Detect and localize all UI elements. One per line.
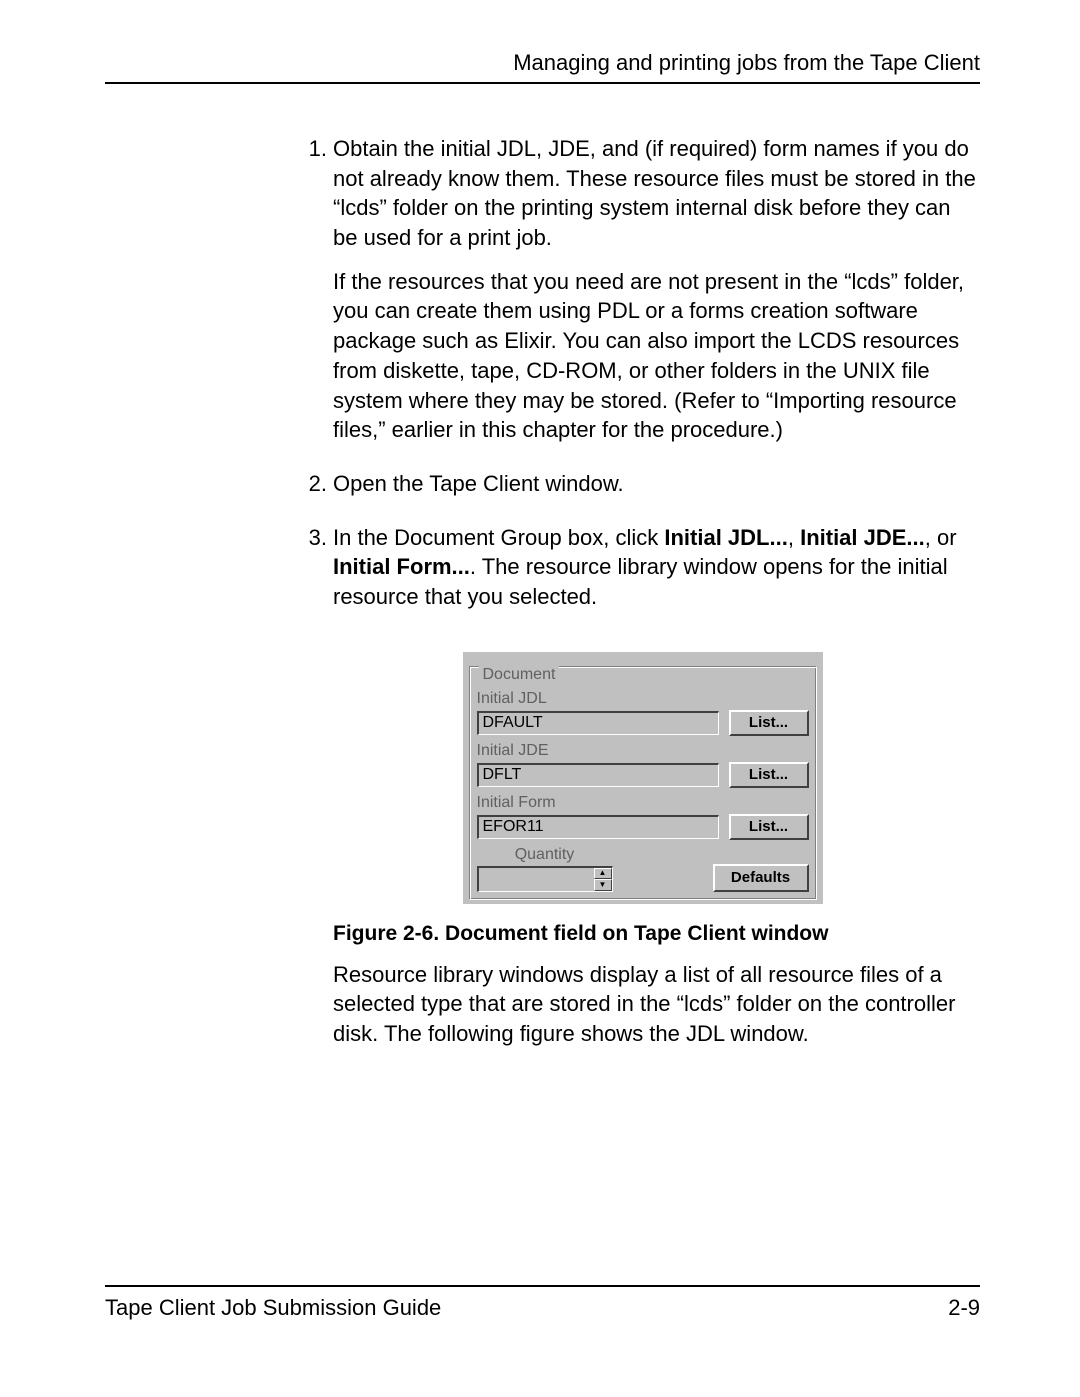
step-1-para-2: If the resources that you need are not p… xyxy=(333,267,980,445)
step-2-para: Open the Tape Client window. xyxy=(333,469,980,499)
defaults-button[interactable]: Defaults xyxy=(713,864,809,892)
step-1-number: 1. xyxy=(305,134,333,457)
initial-jdl-input[interactable]: DFAULT xyxy=(477,711,719,735)
initial-jdl-label: Initial JDL xyxy=(477,690,809,708)
step-3-sep1: , xyxy=(788,525,800,550)
step-3-para: In the Document Group box, click Initial… xyxy=(333,523,980,612)
initial-jdl-list-button[interactable]: List... xyxy=(729,710,809,736)
page-header-title: Managing and printing jobs from the Tape… xyxy=(105,50,980,76)
initial-jde-input[interactable]: DFLT xyxy=(477,763,719,787)
quantity-label: Quantity xyxy=(477,846,613,864)
initial-form-input[interactable]: EFOR11 xyxy=(477,815,719,839)
step-2-number: 2. xyxy=(305,469,333,511)
footer-page-number: 2-9 xyxy=(948,1295,980,1321)
initial-jde-list-button[interactable]: List... xyxy=(729,762,809,788)
quantity-stepper[interactable]: ▲ ▼ xyxy=(477,866,613,892)
step-3-bold-jde: Initial JDE... xyxy=(800,525,925,550)
figure-following-text: Resource library windows display a list … xyxy=(333,960,980,1049)
document-group-title: Document xyxy=(479,666,560,684)
step-3-bold-form: Initial Form... xyxy=(333,554,470,579)
step-3-bold-jdl: Initial JDL... xyxy=(664,525,787,550)
initial-jde-label: Initial JDE xyxy=(477,742,809,760)
initial-form-label: Initial Form xyxy=(477,794,809,812)
step-3-number: 3. xyxy=(305,523,333,624)
document-panel: Document Initial JDL DFAULT List... Init… xyxy=(463,652,823,904)
step-3-sep2: , or xyxy=(925,525,957,550)
quantity-up-icon[interactable]: ▲ xyxy=(594,868,612,880)
step-3-pre: In the Document Group box, click xyxy=(333,525,664,550)
footer-guide-title: Tape Client Job Submission Guide xyxy=(105,1295,441,1321)
quantity-down-icon[interactable]: ▼ xyxy=(594,879,612,891)
figure-caption: Figure 2-6. Document field on Tape Clien… xyxy=(333,922,980,946)
quantity-input[interactable] xyxy=(479,868,594,891)
step-1-para-1: Obtain the initial JDL, JDE, and (if req… xyxy=(333,134,980,253)
initial-form-list-button[interactable]: List... xyxy=(729,814,809,840)
